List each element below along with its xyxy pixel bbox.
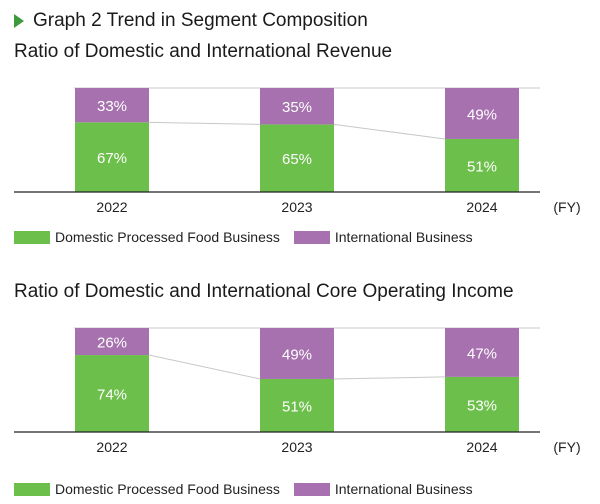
international-data-label: 35% [282, 99, 312, 116]
international-legend-swatch [293, 230, 330, 244]
international-data-label: 26% [97, 335, 127, 352]
x-tick-label: 2023 [281, 199, 312, 215]
income-chart-title: Ratio of Domestic and International Core… [14, 281, 514, 302]
x-tick-label: 2022 [96, 199, 127, 215]
domestic-data-label: 67% [97, 150, 127, 167]
domestic-legend-label: Domestic Processed Food Business [55, 229, 280, 245]
series-connector-line [148, 354, 261, 380]
international-data-label: 33% [97, 98, 127, 115]
domestic-data-label: 51% [282, 398, 312, 415]
section-heading: Graph 2 Trend in Segment Composition [33, 10, 368, 31]
international-data-label: 49% [467, 106, 497, 123]
international-bar-2022 [75, 328, 149, 356]
x-tick-label: 2024 [466, 439, 497, 455]
series-connector-line [148, 121, 261, 125]
domestic-data-label: 51% [467, 158, 497, 175]
international-bar-2023 [260, 88, 334, 125]
domestic-data-label: 74% [97, 387, 127, 404]
series-connector-line [333, 123, 446, 140]
x-axis-unit-label: (FY) [553, 199, 580, 215]
domestic-bar-2023 [260, 124, 334, 192]
section-header: Graph 2 Trend in Segment Composition [14, 9, 368, 33]
triangle-bullet-icon [14, 14, 24, 28]
income-chart-legend: Domestic Processed Food Business Interna… [14, 481, 473, 497]
international-bar-2022 [75, 88, 149, 123]
revenue-chart-title: Ratio of Domestic and International Reve… [14, 41, 393, 62]
domestic-data-label: 65% [282, 151, 312, 168]
domestic-bar-2024 [445, 138, 519, 192]
international-bar-2024 [445, 88, 519, 139]
domestic-legend-swatch [14, 230, 50, 244]
revenue-chart-legend: Domestic Processed Food Business Interna… [14, 229, 473, 245]
domestic-bar-2024 [445, 376, 519, 432]
x-tick-label: 2023 [281, 439, 312, 455]
domestic-legend-swatch [14, 482, 50, 496]
domestic-bar-2022 [75, 355, 149, 432]
international-data-label: 49% [282, 346, 312, 363]
revenue-ratio-chart: 67% 33% 2022 65% 35% 2023 51% 49% 2024 (FY) [14, 87, 581, 215]
international-legend-label: International Business [334, 481, 473, 497]
series-connector-line [333, 376, 446, 380]
domestic-legend-label: Domestic Processed Food Business [55, 481, 280, 497]
domestic-data-label: 53% [467, 397, 497, 414]
domestic-bar-2022 [75, 122, 149, 192]
core-operating-income-ratio-chart: 74% 26% 2022 51% 49% 2023 53% 47% 2024 (FY) [14, 327, 581, 455]
international-legend-label: International Business [334, 229, 473, 245]
x-tick-label: 2022 [96, 439, 127, 455]
international-data-label: 47% [467, 345, 497, 362]
domestic-bar-2023 [260, 378, 334, 432]
x-axis-unit-label: (FY) [553, 439, 580, 455]
international-bar-2024 [445, 328, 519, 377]
x-tick-label: 2024 [466, 199, 497, 215]
international-legend-swatch [293, 482, 330, 496]
international-bar-2023 [260, 328, 334, 379]
